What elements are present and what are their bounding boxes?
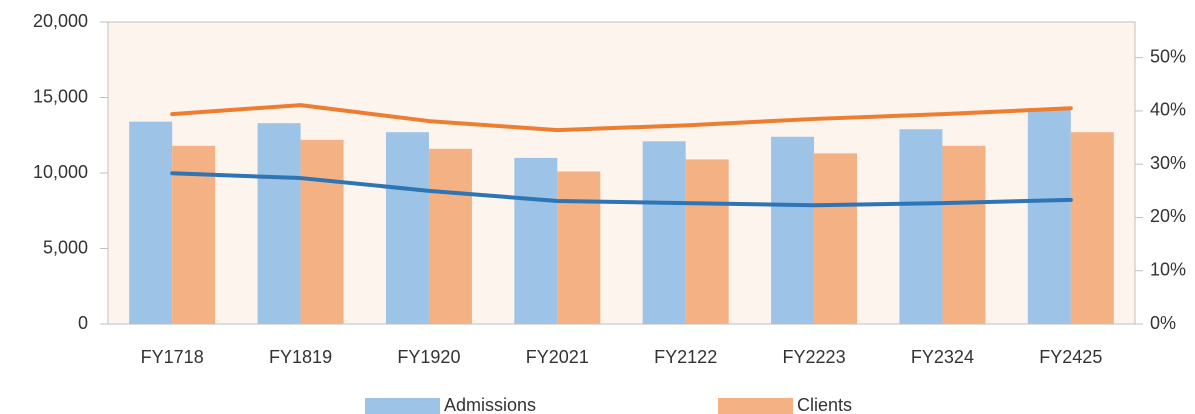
bar [385, 132, 429, 324]
bar [428, 148, 472, 324]
bar [300, 139, 344, 324]
y2-tick-label: 10% [1150, 259, 1186, 279]
bar [814, 153, 858, 324]
bar [771, 136, 815, 324]
x-tick-label: FY2021 [526, 347, 589, 367]
y-tick-label: 5,000 [43, 237, 88, 257]
legend-swatch [365, 398, 440, 414]
legend-label: Admissions [444, 395, 536, 414]
legend-label: Clients [797, 395, 852, 414]
line-series [170, 171, 1073, 208]
bar [514, 157, 558, 324]
bar [1027, 108, 1071, 324]
bar [257, 123, 301, 324]
bar [685, 159, 729, 324]
bar [642, 141, 686, 324]
bar [942, 145, 986, 324]
y-tick-label: 15,000 [33, 86, 88, 106]
y2-tick-label: 50% [1150, 46, 1186, 66]
bar [129, 121, 173, 324]
bar [557, 171, 601, 324]
x-tick-label: FY2324 [911, 347, 974, 367]
bar [1070, 132, 1114, 324]
x-tick-label: FY1819 [269, 347, 332, 367]
y2-tick-label: 40% [1150, 100, 1186, 120]
y-tick-label: 0 [78, 313, 88, 333]
line-series [170, 103, 1073, 133]
x-tick-label: FY2425 [1039, 347, 1102, 367]
x-tick-label: FY1920 [397, 347, 460, 367]
y-tick-label: 10,000 [33, 162, 88, 182]
bar [899, 129, 943, 324]
x-tick-label: FY2223 [783, 347, 846, 367]
y2-tick-label: 20% [1150, 206, 1186, 226]
y2-tick-label: 30% [1150, 153, 1186, 173]
x-tick-label: FY2122 [654, 347, 717, 367]
x-tick-label: FY1718 [141, 347, 204, 367]
y2-tick-label: 0% [1150, 313, 1176, 333]
y-tick-label: 20,000 [33, 11, 88, 31]
legend-swatch [718, 398, 793, 414]
